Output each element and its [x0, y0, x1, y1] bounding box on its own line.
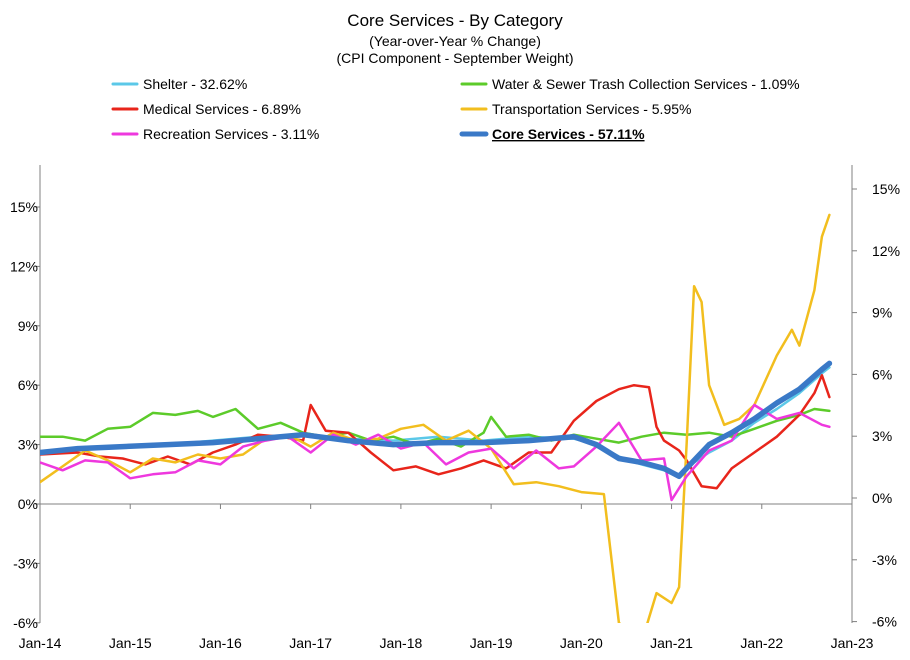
series-line-2	[40, 374, 831, 490]
legend-label: Shelter - 32.62%	[143, 76, 247, 92]
x-tick-label: Jan-19	[470, 635, 513, 651]
chart-subtitle-1: (Year-over-Year % Change)	[369, 33, 541, 49]
legend: Shelter - 32.62% Water & Sewer Trash Coll…	[111, 76, 800, 142]
left-tick-label: 9%	[18, 318, 38, 334]
legend-label: Recreation Services - 3.11%	[143, 126, 319, 142]
x-tick-label: Jan-18	[379, 635, 422, 651]
legend-label: Core Services - 57.11%	[492, 126, 645, 142]
right-tick-label: 15%	[872, 181, 900, 197]
left-tick-label: 12%	[10, 258, 38, 274]
x-tick-label: Jan-15	[109, 635, 152, 651]
left-tick-label: 6%	[18, 377, 38, 393]
x-tick-label: Jan-23	[831, 635, 874, 651]
left-tick-label: 3%	[18, 437, 38, 453]
right-tick-label: 9%	[872, 305, 892, 321]
x-tick-label: Jan-16	[199, 635, 242, 651]
legend-label: Transportation Services - 5.95%	[492, 101, 691, 117]
left-tick-label: 0%	[18, 496, 38, 512]
right-tick-label: 3%	[872, 428, 892, 444]
right-tick-label: 0%	[872, 490, 892, 506]
x-tick-label: Jan-17	[289, 635, 332, 651]
x-tick-label: Jan-22	[740, 635, 783, 651]
legend-label: Water & Sewer Trash Collection Services …	[492, 76, 800, 92]
left-tick-label: -3%	[13, 555, 38, 571]
left-tick-label: -6%	[13, 615, 38, 631]
legend-label: Medical Services - 6.89%	[143, 101, 301, 117]
right-tick-label: 12%	[872, 243, 900, 259]
x-tick-label: Jan-21	[650, 635, 693, 651]
x-tick-label: Jan-14	[19, 635, 62, 651]
right-tick-label: -3%	[872, 552, 897, 568]
chart-subtitle-2: (CPI Component - September Weight)	[336, 50, 573, 66]
series-lines	[40, 213, 833, 623]
left-tick-label: 15%	[10, 199, 38, 215]
series-line-4	[40, 403, 831, 502]
right-tick-label: 6%	[872, 366, 892, 382]
right-tick-label: -6%	[872, 614, 897, 630]
axes: -6% -3% 0% 3% 6% 9% 12% 15% -6% -3% 0% 3% 6% 9% 12% 15%…	[10, 165, 900, 651]
x-tick-label: Jan-20	[560, 635, 603, 651]
chart-title: Core Services - By Category	[347, 11, 563, 30]
series-line-3	[40, 213, 831, 623]
series-line-5	[40, 360, 833, 480]
